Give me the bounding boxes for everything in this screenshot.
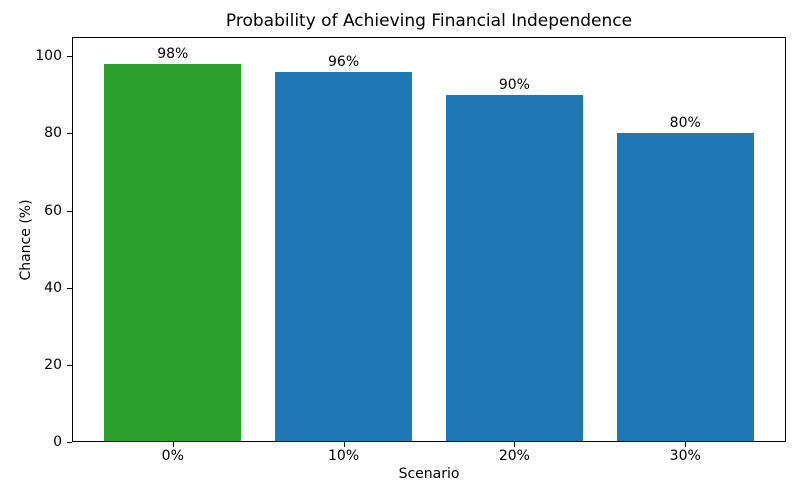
y-tick-mark — [67, 287, 72, 289]
y-tick-label: 0 — [53, 434, 62, 450]
x-tick-mark — [514, 442, 516, 447]
plot-area — [72, 37, 786, 442]
bar-20% — [446, 94, 583, 442]
chart-title: Probability of Achieving Financial Indep… — [225, 11, 633, 31]
x-tick-mark — [172, 442, 174, 447]
y-tick-mark — [67, 56, 72, 58]
y-tick-mark — [67, 364, 72, 366]
x-tick-mark — [685, 442, 687, 447]
y-tick-mark — [67, 210, 72, 212]
bar-value-label: 80% — [669, 115, 701, 132]
bar-value-label: 98% — [157, 46, 189, 62]
bar-value-label: 96% — [328, 53, 360, 70]
y-tick-label: 100 — [35, 48, 62, 65]
y-tick-label: 60 — [44, 202, 62, 219]
bar-30% — [616, 133, 754, 442]
x-tick-label: 0% — [161, 448, 184, 464]
x-tick-mark — [343, 442, 345, 447]
x-axis-label: Scenario — [398, 466, 460, 482]
x-tick-label: 30% — [669, 448, 701, 464]
y-tick-label: 20 — [44, 356, 62, 373]
bar-0% — [104, 64, 242, 442]
y-tick-label: 80 — [44, 125, 62, 142]
x-tick-label: 20% — [498, 448, 530, 464]
y-tick-label: 40 — [44, 279, 62, 296]
y-tick-mark — [67, 133, 72, 135]
bar-10% — [275, 71, 412, 442]
bar-value-label: 90% — [498, 76, 530, 93]
x-tick-label: 10% — [328, 448, 360, 464]
y-tick-mark — [67, 442, 72, 443]
